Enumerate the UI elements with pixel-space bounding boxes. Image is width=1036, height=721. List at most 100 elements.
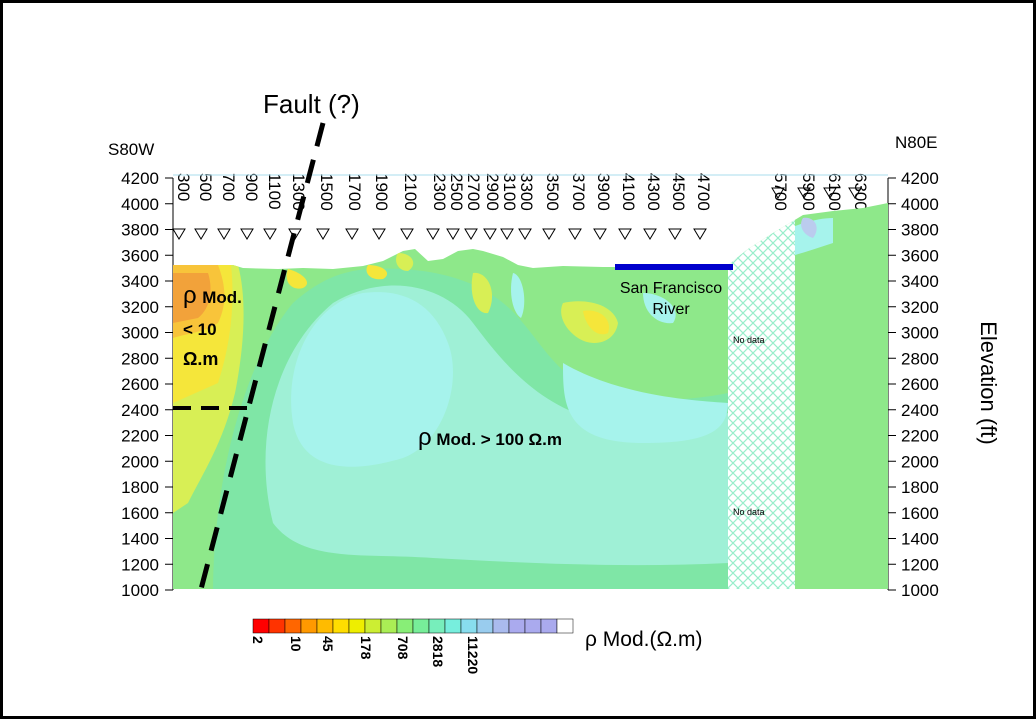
electrode-marker (797, 187, 811, 199)
colorbar-swatch (252, 618, 270, 634)
colorbar (252, 618, 574, 634)
station-label: 3500 (543, 173, 562, 211)
electrode-marker (848, 187, 862, 199)
station-label: 700 (219, 173, 238, 201)
station-label: 3300 (517, 173, 536, 211)
station-label: 1900 (372, 173, 391, 211)
left-axis-tick-label: 4000 (121, 195, 159, 214)
colorbar-tick-label: 10 (288, 636, 304, 652)
electrode-marker (542, 228, 556, 240)
svg-text:ρ Mod.: ρ Mod. (183, 282, 242, 309)
left-axis-tick-label: 2600 (121, 375, 159, 394)
right-axis-tick-label: 1600 (901, 504, 939, 523)
station-label: 1700 (345, 173, 364, 211)
station-label: 5900 (799, 173, 818, 211)
right-axis-tick-label: 3800 (901, 221, 939, 240)
left-axis-tick-label: 3200 (121, 298, 159, 317)
svg-text:Ω.m: Ω.m (183, 349, 218, 369)
right-axis-tick-label: 3000 (901, 324, 939, 343)
elevation-axis-title: Elevation (ft) (976, 321, 1001, 445)
colorbar-swatch (284, 618, 302, 634)
left-axis-tick-label: 1800 (121, 478, 159, 497)
electrode-marker (668, 228, 682, 240)
svg-text:River: River (652, 301, 690, 318)
colorbar-swatch (364, 618, 382, 634)
station-label: 3900 (594, 173, 613, 211)
station-label: 5700 (771, 173, 790, 211)
station-label: 2900 (483, 173, 502, 211)
colorbar-tick-label: 2818 (430, 636, 446, 667)
right-axis-tick-label: 1200 (901, 555, 939, 574)
colorbar-swatch (556, 618, 574, 634)
colorbar-swatch (396, 618, 414, 634)
no-data-label-lower: No data (733, 507, 765, 517)
colorbar-tick-label: 11220 (465, 636, 481, 674)
colorbar-swatch (540, 618, 558, 634)
colorbar-swatch (300, 618, 318, 634)
right-axis-tick-label: 3400 (901, 272, 939, 291)
left-elevation-axis: 4200 4000 3800 3600 3400 3200 3000 2800 2600 2400… (121, 169, 174, 600)
right-axis-tick-label: 3200 (901, 298, 939, 317)
colorbar-title: ρ Mod.(Ω.m) (585, 628, 703, 651)
colorbar-swatch (428, 618, 446, 634)
electrode-marker (400, 228, 414, 240)
resistivity-section: Fault (?) S80W N80E 4200 4000 3800 3600 3400… (108, 89, 1001, 674)
right-axis-tick-label: 2200 (901, 427, 939, 446)
station-label: 2300 (430, 173, 449, 211)
electrode-marker (372, 228, 386, 240)
colorbar-tick-labels: 2 10 45 178 708 2818 11220 (250, 636, 481, 674)
electrode-marker (217, 228, 231, 240)
colorbar-tick-label: 45 (320, 636, 336, 652)
right-axis-tick-label: 1000 (901, 581, 939, 600)
station-label: 6100 (825, 173, 844, 211)
left-axis-tick-label: 2800 (121, 349, 159, 368)
station-label: 2100 (401, 173, 420, 211)
electrode-marker (316, 228, 330, 240)
left-axis-tick-label: 3000 (121, 324, 159, 343)
electrode-marker (568, 228, 582, 240)
high-resistivity-annotation: ρ Mod. > 100 Ω.m (418, 424, 562, 451)
no-data-label-upper: No data (733, 335, 765, 345)
station-label: 500 (196, 173, 215, 201)
colorbar-swatch (460, 618, 478, 634)
left-axis-tick-label: 2200 (121, 427, 159, 446)
station-label: 2700 (464, 173, 483, 211)
station-label: 1300 (289, 173, 308, 211)
electrode-marker (426, 228, 440, 240)
station-label: 300 (174, 173, 193, 201)
station-label: 3700 (569, 173, 588, 211)
colorbar-swatch (268, 618, 286, 634)
station-label: 4100 (619, 173, 638, 211)
colorbar-swatch (508, 618, 526, 634)
figure-title: Fault (?) (263, 89, 360, 119)
electrode-marker (172, 228, 186, 240)
station-label: 1100 (265, 173, 284, 210)
left-axis-tick-label: 4200 (121, 169, 159, 188)
resistivity-contours (173, 203, 888, 589)
left-axis-tick-label: 1600 (121, 504, 159, 523)
left-axis-tick-label: 1000 (121, 581, 159, 600)
fault-line (197, 122, 326, 594)
left-axis-tick-label: 3800 (121, 221, 159, 240)
right-axis-tick-label: 2600 (901, 375, 939, 394)
station-label: 4700 (694, 173, 713, 211)
station-label: 6300 (851, 173, 870, 211)
station-label: 1500 (317, 173, 336, 211)
electrode-marker (593, 228, 607, 240)
electrode-marker (263, 228, 277, 240)
right-axis-tick-label: 4200 (901, 169, 939, 188)
colorbar-swatch (444, 618, 462, 634)
electrode-marker (771, 187, 785, 199)
direction-right-label: N80E (895, 133, 938, 152)
colorbar-swatch (412, 618, 430, 634)
right-axis-tick-label: 3600 (901, 246, 939, 265)
left-axis-tick-label: 1200 (121, 555, 159, 574)
electrode-marker (345, 228, 359, 240)
electrode-marker (240, 228, 254, 240)
station-label: 4300 (644, 173, 663, 211)
station-label: 4500 (669, 173, 688, 211)
left-axis-tick-label: 1400 (121, 530, 159, 549)
station-label: 3100 (500, 173, 519, 211)
colorbar-swatch (332, 618, 350, 634)
